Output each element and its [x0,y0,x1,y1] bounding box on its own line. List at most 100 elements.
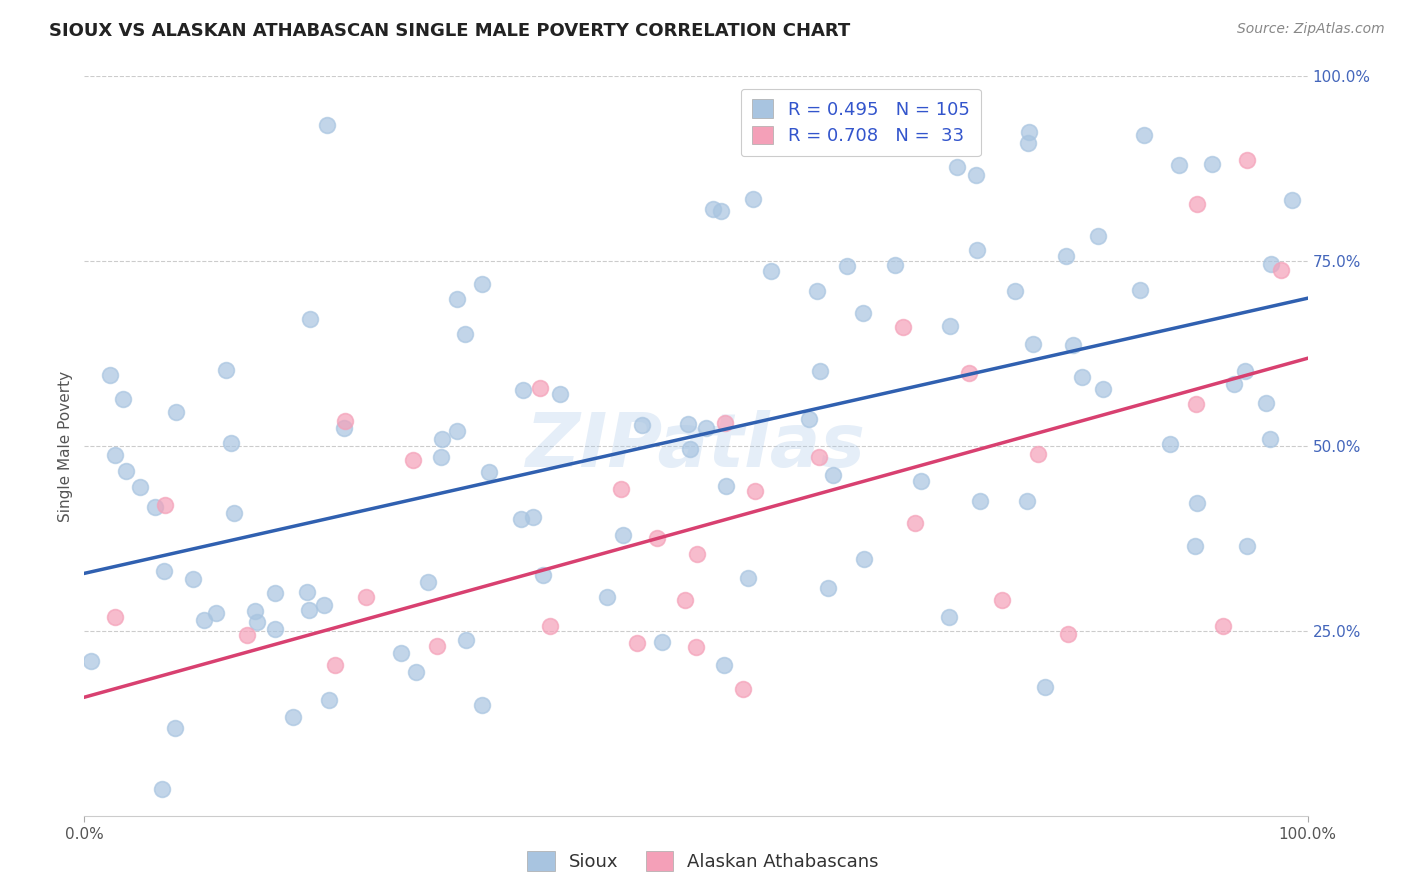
Point [295,585,318,599]
Point [626,636,648,650]
Point [1281,194,1303,208]
Point [709,203,731,218]
Point [153,564,176,578]
Point [429,450,451,464]
Point [236,627,259,641]
Point [402,453,425,467]
Point [163,721,186,735]
Point [835,259,858,273]
Point [264,622,287,636]
Y-axis label: Single Male Poverty: Single Male Poverty [58,370,73,522]
Point [679,442,702,456]
Point [1017,494,1039,508]
Point [538,619,561,633]
Text: Source: ZipAtlas.com: Source: ZipAtlas.com [1237,22,1385,37]
Point [1056,627,1078,641]
Point [1234,364,1257,378]
Point [1054,249,1077,263]
Point [742,192,765,206]
Point [129,863,152,878]
Point [333,421,356,435]
Point [162,846,184,860]
Point [821,467,844,482]
Point [1028,447,1050,461]
Point [104,449,127,463]
Point [969,493,991,508]
Point [731,681,754,696]
Point [645,532,668,546]
Point [673,592,696,607]
Point [318,692,340,706]
Point [817,581,839,595]
Point [522,510,544,524]
Point [531,568,554,582]
Point [1018,125,1040,139]
Point [512,383,534,397]
Point [416,574,439,589]
Point [509,512,531,526]
Point [1133,128,1156,143]
Point [852,306,875,320]
Point [454,327,477,342]
Point [145,500,167,514]
Point [891,319,914,334]
Point [1185,496,1208,510]
Point [1270,263,1292,277]
Point [1167,158,1189,172]
Point [1091,382,1114,396]
Point [713,417,735,431]
Point [1222,377,1244,392]
Point [910,474,932,488]
Point [651,635,673,649]
Point [853,552,876,566]
Point [804,125,827,139]
Point [596,590,619,604]
Point [808,363,831,377]
Point [685,640,707,655]
Point [111,392,134,406]
Legend: R = 0.495   N = 105, R = 0.708   N =  33: R = 0.495 N = 105, R = 0.708 N = 33 [741,88,980,156]
Point [128,480,150,494]
Point [281,710,304,724]
Point [1159,437,1181,451]
Text: ZIPatlas: ZIPatlas [526,409,866,483]
Point [904,516,927,530]
Point [165,405,187,419]
Point [471,698,494,712]
Point [1201,157,1223,171]
Point [430,432,453,446]
Point [1254,396,1277,410]
Point [612,528,634,542]
Point [181,572,204,586]
Point [264,586,287,600]
Point [246,615,269,629]
Point [991,592,1014,607]
Legend: Sioux, Alaskan Athabascans: Sioux, Alaskan Athabascans [520,844,886,879]
Point [104,610,127,624]
Point [193,613,215,627]
Point [314,599,336,613]
Point [548,386,571,401]
Point [354,590,377,604]
Point [1185,397,1208,411]
Point [631,417,654,432]
Point [1033,681,1056,695]
Point [153,499,176,513]
Point [965,168,987,182]
Point [716,479,738,493]
Point [678,417,700,431]
Point [609,482,631,496]
Point [98,368,121,383]
Point [939,319,962,334]
Point [323,657,346,672]
Point [454,632,477,647]
Point [737,571,759,585]
Point [426,639,449,653]
Point [1185,196,1208,211]
Point [299,311,322,326]
Point [1236,539,1258,553]
Point [457,47,479,62]
Point [1087,229,1109,244]
Point [205,607,228,621]
Point [1021,336,1043,351]
